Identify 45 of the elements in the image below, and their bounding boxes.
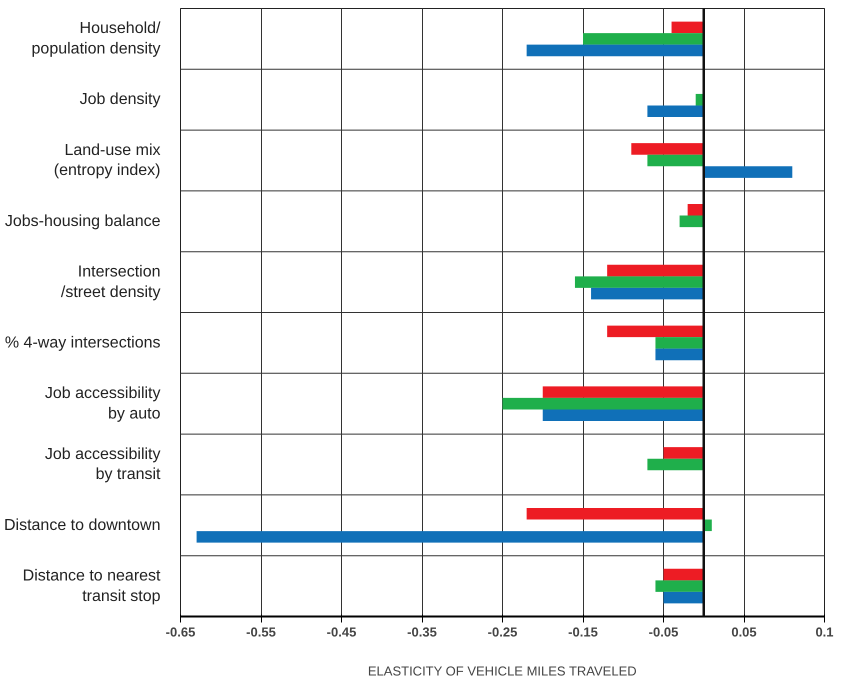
- bar: [655, 337, 704, 349]
- y-tick-label: Household/ population density: [32, 20, 162, 58]
- x-tick-label: -0.45: [326, 624, 356, 640]
- bar: [664, 447, 704, 459]
- bar: [647, 458, 704, 470]
- bar: [655, 580, 704, 592]
- bar: [196, 531, 704, 543]
- bar: [655, 348, 704, 360]
- bar: [664, 568, 704, 580]
- bar: [647, 154, 704, 166]
- y-tick-label: Jobs-housing balance: [4, 212, 161, 230]
- y-tick-label: Job accessibility by transit: [44, 446, 162, 484]
- x-tick-label: -0.55: [246, 624, 276, 640]
- bar: [526, 508, 704, 520]
- bar: [542, 409, 704, 422]
- bar: [583, 33, 704, 45]
- bar: [526, 44, 704, 56]
- x-tick-label: -0.15: [568, 624, 598, 640]
- x-tick-label: -0.65: [166, 624, 196, 640]
- bar: [672, 22, 704, 34]
- x-tick-label: -0.05: [648, 624, 678, 640]
- bar: [607, 264, 704, 276]
- bar: [664, 592, 704, 604]
- y-tick-label: Job density: [80, 91, 160, 108]
- x-tick-label: -0.25: [488, 624, 518, 640]
- y-tick-label: Intersection /street density: [60, 263, 161, 301]
- y-tick-label: Distance to nearest transit stop: [22, 567, 162, 605]
- x-tick-label: 0.05: [731, 624, 757, 640]
- y-tick-label: Land-use mix (entropy index): [54, 142, 160, 180]
- bar: [680, 216, 704, 228]
- bar: [574, 276, 704, 288]
- bar: [631, 143, 704, 155]
- y-tick-label: Job accessibility by auto: [44, 385, 161, 422]
- x-tick-label: 0.1: [815, 624, 834, 640]
- y-tick-label: Distance to downtown: [4, 516, 160, 534]
- y-tick-label: % 4-way intersections: [4, 334, 161, 352]
- x-tick-label: -0.35: [407, 624, 437, 640]
- bar: [542, 386, 704, 398]
- bar: [502, 398, 704, 410]
- bar: [688, 204, 704, 216]
- bar: [591, 288, 704, 300]
- bar: [647, 105, 704, 118]
- bar: [607, 326, 704, 338]
- x-axis-title: ELASTICITY OF VEHICLE MILES TRAVELED: [368, 664, 637, 678]
- bar: [704, 166, 792, 178]
